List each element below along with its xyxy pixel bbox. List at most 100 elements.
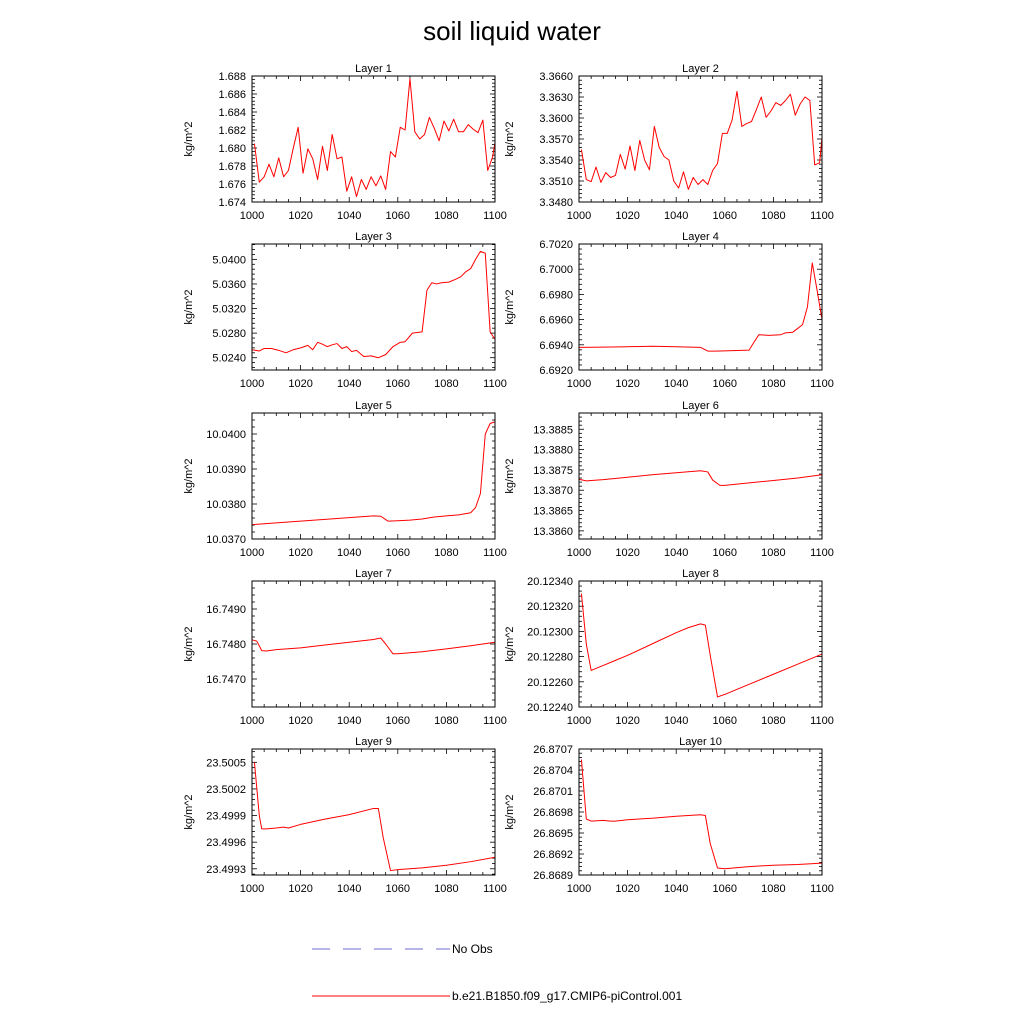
panel-layer-2: Layer 2 kg/m^2 1000 1020 1040 1060 1080 1100 3.3… [504,63,834,222]
y-tick-label: 26.8701 [533,786,573,798]
x-tick-label: 1000 [240,715,264,727]
y-tick-label: 6.6940 [539,340,573,352]
series-line-layer-10 [580,759,823,870]
plot-frame-layer-6 [578,412,823,540]
y-axis-label-layer-9: kg/m^2 [183,794,195,829]
x-tick-label: 1040 [337,547,361,559]
y-tick-label: 23.4993 [206,864,246,876]
plot-frame-layer-5 [251,412,496,540]
series-line-layer-4 [578,262,823,352]
y-axis-label-layer-7: kg/m^2 [183,626,195,661]
x-tick-label: 1040 [337,883,361,895]
y-tick-label: 16.7490 [206,604,246,616]
y-tick-label: 13.3885 [533,424,573,436]
x-tick-label: 1000 [567,210,591,222]
y-tick-label: 26.8695 [533,828,573,840]
panel-title-layer-4: Layer 4 [682,231,719,243]
x-tick-label: 1060 [713,210,737,222]
x-tick-label: 1000 [240,378,264,390]
panel-title-layer-1: Layer 1 [355,63,392,75]
series-line-layer-6 [578,470,823,486]
y-tick-label: 23.5002 [206,784,246,796]
x-tick-label: 1080 [434,883,458,895]
y-tick-label: 20.12240 [527,702,573,714]
panel-title-layer-2: Layer 2 [682,63,719,75]
y-tick-label: 1.682 [218,125,246,137]
plot-frame-layer-10 [578,748,823,876]
x-tick-label: 1000 [240,210,264,222]
x-tick-label: 1100 [483,715,507,727]
x-tick-label: 1020 [288,547,312,559]
y-tick-label: 3.3660 [539,71,573,83]
y-axis-label-layer-5: kg/m^2 [183,458,195,493]
panel-layer-4: Layer 4 kg/m^2 1000 1020 1040 1060 1080 1100 6.6… [504,231,834,390]
x-tick-label: 1000 [240,547,264,559]
x-tick-label: 1060 [386,547,410,559]
x-tick-label: 1040 [664,883,688,895]
panel-layer-10: Layer 10 kg/m^2 1000 1020 1040 1060 1080 1100 26… [504,736,834,895]
plot-frame-layer-2 [578,75,823,203]
y-tick-label: 26.8689 [533,870,573,882]
y-tick-label: 10.0380 [206,499,246,511]
y-tick-label: 6.7020 [539,239,573,251]
y-tick-label: 5.0320 [212,304,246,316]
x-tick-label: 1100 [810,378,834,390]
y-tick-label: 3.3510 [539,176,573,188]
y-tick-label: 13.3880 [533,445,573,457]
panel-title-layer-5: Layer 5 [355,400,392,412]
x-tick-label: 1020 [288,378,312,390]
x-tick-label: 1000 [567,547,591,559]
y-tick-label: 13.3865 [533,506,573,518]
y-tick-label: 26.8692 [533,849,573,861]
y-tick-label: 6.7000 [539,264,573,276]
x-tick-label: 1040 [337,378,361,390]
x-tick-label: 1060 [386,883,410,895]
y-tick-label: 10.0390 [206,464,246,476]
panel-layer-6: Layer 6 kg/m^2 1000 1020 1040 1060 1080 1100 13.… [504,400,834,559]
y-tick-label: 1.674 [218,197,246,209]
y-tick-label: 23.5005 [206,757,246,769]
y-tick-label: 3.3570 [539,134,573,146]
y-tick-label: 13.3875 [533,465,573,477]
y-tick-label: 13.3870 [533,485,573,497]
legend-model-label: b.e21.B1850.f09_g17.CMIP6-piControl.001 [452,989,682,1003]
series-line-layer-3 [251,250,496,359]
panel-layer-3: Layer 3 kg/m^2 1000 1020 1040 1060 1080 1100 5.0… [183,231,507,390]
y-tick-label: 3.3600 [539,113,573,125]
x-tick-label: 1020 [288,715,312,727]
y-tick-label: 20.12280 [527,652,573,664]
x-tick-label: 1080 [761,715,785,727]
y-tick-label: 26.8698 [533,807,573,819]
x-tick-label: 1080 [761,883,785,895]
x-tick-label: 1020 [288,883,312,895]
x-tick-label: 1080 [434,378,458,390]
x-tick-label: 1080 [434,547,458,559]
y-tick-label: 10.0370 [206,534,246,546]
panel-layer-5: Layer 5 kg/m^2 1000 1020 1040 1060 1080 1100 10.… [183,400,507,559]
y-tick-label: 3.3480 [539,197,573,209]
y-tick-label: 6.6960 [539,315,573,327]
y-tick-label: 5.0280 [212,328,246,340]
x-tick-label: 1100 [483,210,507,222]
x-tick-label: 1080 [761,547,785,559]
chart-title: soil liquid water [423,16,601,46]
x-tick-label: 1080 [434,210,458,222]
series-line-layer-2 [580,90,823,190]
y-axis-label-layer-1: kg/m^2 [183,121,195,156]
y-tick-label: 13.3860 [533,526,573,538]
y-axis-label-layer-10: kg/m^2 [504,794,516,829]
x-tick-label: 1060 [386,210,410,222]
y-axis-label-layer-2: kg/m^2 [504,121,516,156]
panel-title-layer-10: Layer 10 [679,736,722,748]
x-tick-label: 1100 [810,883,834,895]
y-tick-label: 20.12260 [527,677,573,689]
y-axis-label-layer-3: kg/m^2 [183,289,195,324]
panel-title-layer-9: Layer 9 [355,736,392,748]
x-tick-label: 1000 [567,715,591,727]
x-tick-label: 1000 [567,378,591,390]
panel-layer-8: Layer 8 kg/m^2 1000 1020 1040 1060 1080 1100 20.… [504,568,834,727]
y-tick-label: 1.688 [218,71,246,83]
x-tick-label: 1100 [810,210,834,222]
y-tick-label: 3.3630 [539,92,573,104]
x-tick-label: 1020 [615,883,639,895]
